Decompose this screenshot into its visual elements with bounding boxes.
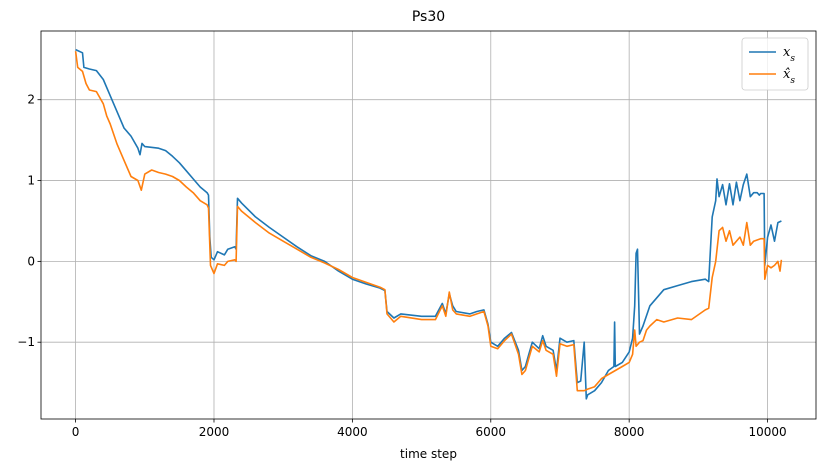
legend: xsx̂s: [741, 37, 809, 91]
x-tick-label: 2000: [199, 425, 230, 439]
x-tick-label: 0: [72, 425, 80, 439]
series-line-1: [74, 51, 783, 392]
x-tick-label: 6000: [476, 425, 507, 439]
x-tick-label: 8000: [614, 425, 645, 439]
series-line-0: [75, 48, 782, 400]
legend-box: [741, 37, 809, 91]
chart-title: Ps30: [412, 9, 445, 25]
legend-label-subscript: s: [790, 54, 795, 64]
y-tick-label: −1: [17, 335, 35, 349]
legend-label-base: x: [783, 45, 791, 60]
legend-label-subscript: s: [790, 76, 795, 86]
plot-frame: [40, 30, 817, 420]
legend-label-1: x̂s: [783, 67, 795, 86]
x-axis-title: time step: [400, 447, 457, 461]
grid: [41, 31, 816, 419]
legend-label-base: x̂: [783, 67, 791, 82]
y-tick-label: 1: [27, 174, 35, 188]
y-tick-label: 2: [27, 93, 35, 107]
axis-ticks: 0 2000 4000 6000 8000 10000 −1 0 1 2: [17, 93, 786, 439]
legend-label-0: xs: [783, 45, 795, 64]
x-tick-label: 10000: [748, 425, 786, 439]
series-lines: [74, 48, 783, 400]
x-tick-label: 4000: [337, 425, 368, 439]
y-tick-label: 0: [27, 254, 35, 268]
